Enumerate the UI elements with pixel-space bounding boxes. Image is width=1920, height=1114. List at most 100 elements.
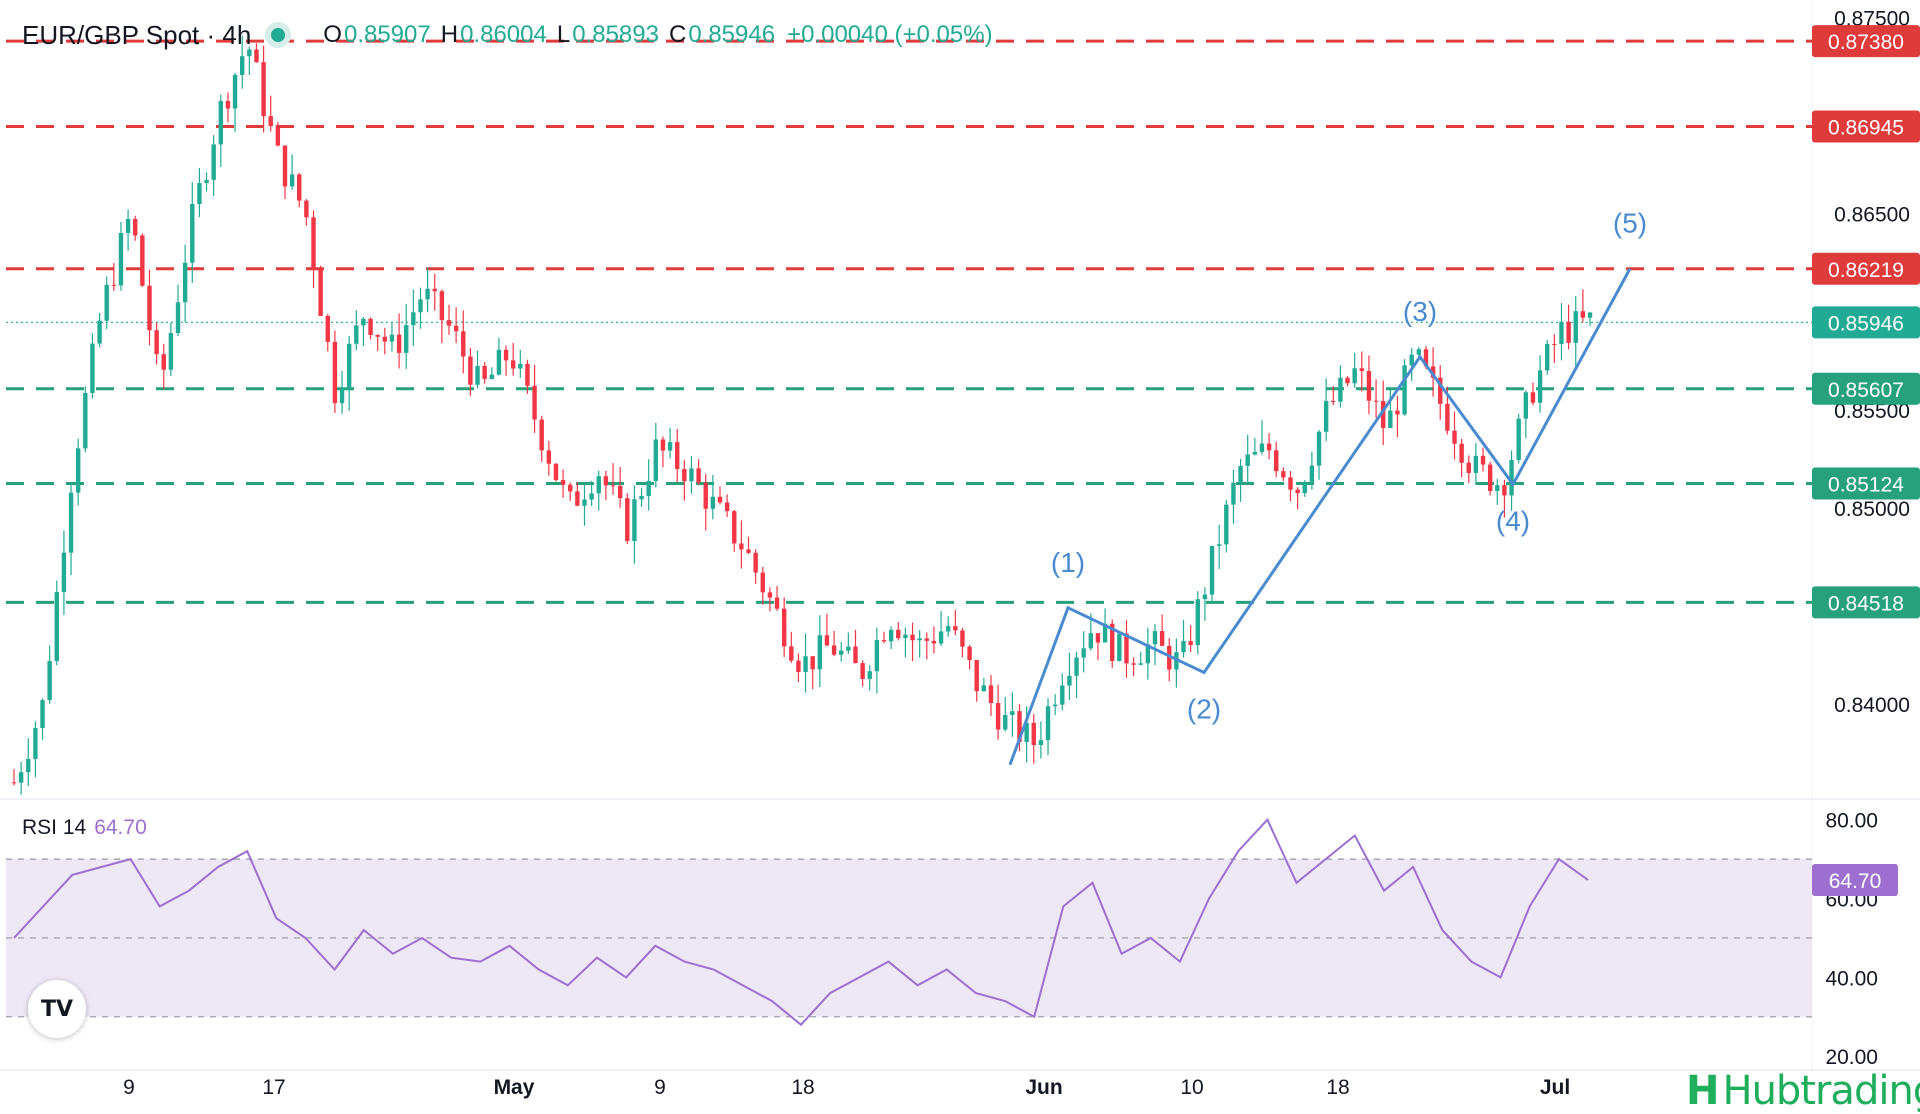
candle-body [724,502,730,512]
candle-body [1238,465,1243,483]
candle-body [1345,377,1350,384]
candle-body [161,354,166,370]
candle-body [931,640,937,644]
candle-body [546,450,552,464]
candle-body [1523,392,1529,419]
candle-body [896,629,901,639]
time-axis-tick: 10 [1180,1076,1203,1099]
wave-label: (1) [1051,547,1085,578]
candle-body [881,640,887,642]
candle-body [204,179,209,184]
candle-body [11,782,17,784]
wave-path [1008,267,1632,766]
candle-body [168,333,174,370]
candle-body [1302,481,1307,494]
high-value: 0.86004 [460,21,547,48]
candle-body [111,284,117,286]
brand-name: Hubtrading [1722,1068,1920,1114]
candle-body [475,365,480,385]
elliott-wave-overlay: (1) (2) (3) (4) (5) [1008,208,1647,766]
price-levels [6,39,1812,604]
candle-body [603,476,609,486]
candle-body [133,218,138,236]
candle-body [924,638,929,641]
hubtrading-logo: H Hubtrading [1686,1066,1920,1114]
candle-body [953,626,958,631]
candle-body [325,315,330,342]
candle-body [83,392,88,449]
tradingview-logo-icon[interactable]: TV [28,980,86,1038]
candle-body [453,325,459,332]
candle-body [297,174,302,201]
candle-body [147,285,152,331]
support-badge: 0.85124 [1828,474,1904,497]
candle-body [1274,450,1279,472]
candle-body [404,325,409,353]
candle-body [617,485,623,499]
time-axis-tick: 18 [1326,1076,1349,1099]
candle-body [960,630,965,647]
candle-body [981,685,987,692]
candle-body [1295,489,1300,494]
rsi-header: RSI 14 64.70 [22,816,147,840]
support-badge-bg [1812,372,1920,405]
candle-body [375,334,380,337]
candle-body [1152,631,1158,645]
candle-body [839,650,844,655]
candle-body [1380,401,1386,428]
time-axis-tick: Jun [1025,1076,1062,1099]
candle-body [639,495,644,500]
candle-body [425,288,430,300]
candle-body [1323,400,1329,432]
candle-body [1331,400,1336,402]
candle-body [1052,704,1058,707]
candle-body [803,656,808,673]
candle-body [1088,633,1094,649]
candle-body [682,468,687,482]
candle-body [1245,454,1250,466]
open-value: 0.85907 [343,21,431,48]
candle-body [781,608,787,647]
candle-body [1537,370,1543,403]
candle-body [1309,465,1315,482]
candle-body [974,660,979,692]
candle-body [411,312,416,326]
candle-body [945,626,951,632]
candle-body [1102,623,1108,643]
candle-body [817,635,823,670]
rsi-label[interactable]: RSI 14 [22,816,87,839]
candle-body [525,363,530,386]
candle-body [232,74,238,109]
candle-body [846,646,851,651]
open-label: O [323,21,342,48]
candle-body [1031,722,1036,745]
candle-body [1266,443,1272,451]
candle-body [1445,403,1450,431]
high-label: H [440,21,459,48]
candle-body [831,645,837,655]
candle-body [97,320,102,344]
candle-body [289,174,295,187]
candle-body [1131,663,1136,665]
candle-body [1552,343,1557,345]
candle-body [518,363,523,369]
candle-body [696,468,701,483]
candle-body [1423,349,1429,367]
candle-body [967,646,972,661]
candle-body [1224,504,1229,545]
support-badge-bg [1812,586,1920,619]
time-axis-tick: 9 [654,1076,666,1099]
rsi-line [13,817,1589,1027]
candle-body [140,235,145,286]
candle-body [354,325,359,344]
candle-body [582,499,587,506]
candle-body [717,496,723,503]
candle-body [125,218,131,233]
candle-body [703,482,708,509]
symbol-title[interactable]: EUR/GBP Spot · 4h [22,19,252,50]
candle-body [760,572,765,593]
candle-body [753,552,758,573]
candle-body [1459,443,1464,463]
candle-body [382,336,388,342]
